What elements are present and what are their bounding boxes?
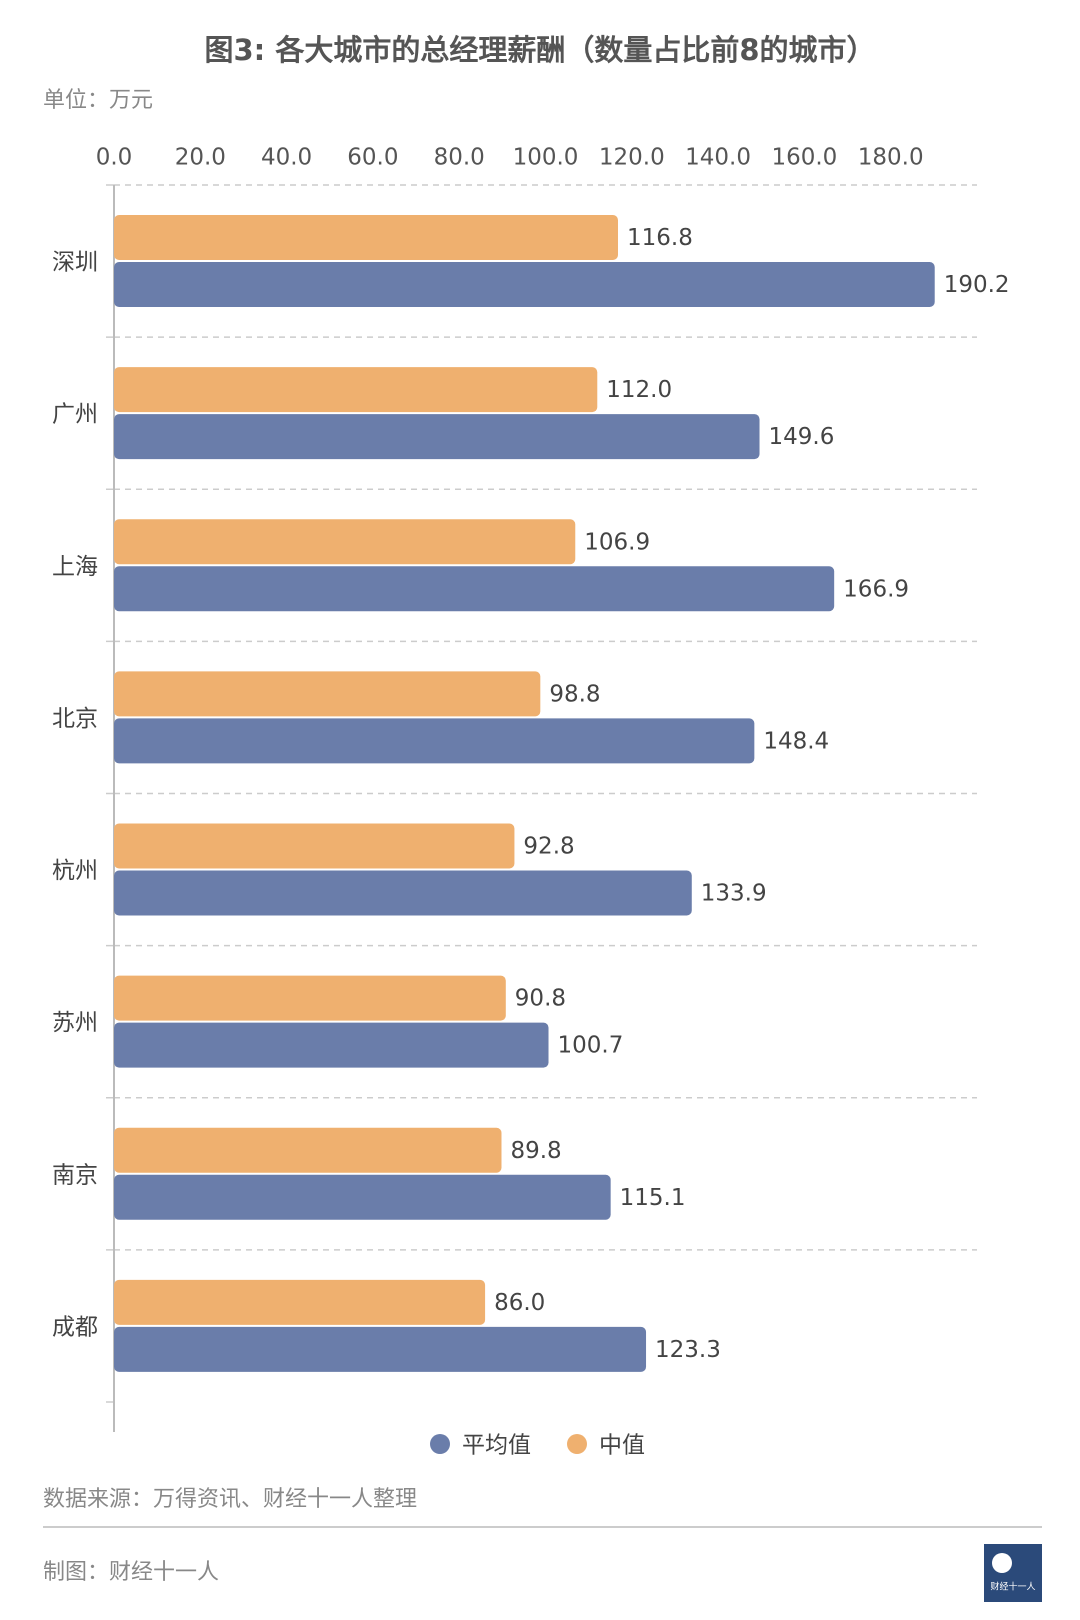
legend-label: 中值 <box>599 1433 645 1459</box>
y-tick-label: 广州 <box>52 402 98 428</box>
x-tick-label: 120.0 <box>599 145 665 171</box>
x-tick-label: 180.0 <box>858 145 924 171</box>
bar <box>114 519 576 565</box>
value-label: 98.8 <box>549 681 600 707</box>
y-tick-label: 北京 <box>52 706 98 732</box>
value-label: 89.8 <box>510 1138 561 1164</box>
bar <box>114 671 541 717</box>
value-label: 90.8 <box>515 986 566 1012</box>
credit: 制图：财经十一人 <box>43 1560 219 1585</box>
bar <box>114 367 598 413</box>
chart-title: 图3: 各大城市的总经理薪酬（数量占比前8的城市） <box>204 33 875 67</box>
y-tick-label: 杭州 <box>52 858 98 884</box>
x-tick-label: 140.0 <box>685 145 751 171</box>
x-tick-label: 80.0 <box>434 145 485 171</box>
bar <box>114 1127 502 1173</box>
bar <box>114 262 935 307</box>
bar <box>114 215 618 260</box>
bar <box>114 1022 549 1068</box>
value-label: 86.0 <box>494 1290 545 1316</box>
value-label: 112.0 <box>606 377 672 403</box>
y-tick-label: 苏州 <box>52 1010 98 1036</box>
x-tick-label: 20.0 <box>175 145 226 171</box>
bar <box>114 718 755 764</box>
x-tick-label: 160.0 <box>771 145 837 171</box>
bar <box>114 870 692 916</box>
bar <box>114 414 760 460</box>
value-label: 148.4 <box>763 728 829 754</box>
logo-text: 财经十一人 <box>990 1581 1035 1593</box>
y-tick-label: 深圳 <box>52 250 98 276</box>
bar <box>114 1279 486 1325</box>
y-tick-label: 上海 <box>52 554 98 580</box>
bar <box>114 1326 647 1372</box>
source: 数据来源：万得资讯、财经十一人整理 <box>43 1487 417 1512</box>
value-label: 166.9 <box>843 576 909 602</box>
value-label: 123.3 <box>655 1337 721 1363</box>
value-label: 92.8 <box>523 834 574 860</box>
logo-globe <box>992 1553 1012 1573</box>
legend-swatch <box>567 1434 587 1454</box>
value-label: 149.6 <box>769 424 835 450</box>
unit-label: 单位：万元 <box>43 88 153 113</box>
logo <box>984 1544 1042 1602</box>
value-label: 116.8 <box>627 225 693 251</box>
legend-label: 平均值 <box>462 1433 531 1459</box>
value-label: 190.2 <box>944 272 1010 298</box>
value-label: 115.1 <box>620 1185 686 1211</box>
value-label: 133.9 <box>701 881 767 907</box>
bar <box>114 823 515 869</box>
bar <box>114 566 835 612</box>
y-tick-label: 南京 <box>52 1162 98 1188</box>
x-tick-label: 40.0 <box>261 145 312 171</box>
legend-swatch <box>430 1434 450 1454</box>
x-tick-label: 0.0 <box>96 145 133 171</box>
value-label: 106.9 <box>584 529 650 555</box>
x-tick-label: 100.0 <box>513 145 579 171</box>
bar <box>114 1174 611 1220</box>
bar <box>114 975 506 1021</box>
value-label: 100.7 <box>558 1033 624 1059</box>
x-tick-label: 60.0 <box>347 145 398 171</box>
y-tick-label: 成都 <box>52 1314 98 1340</box>
